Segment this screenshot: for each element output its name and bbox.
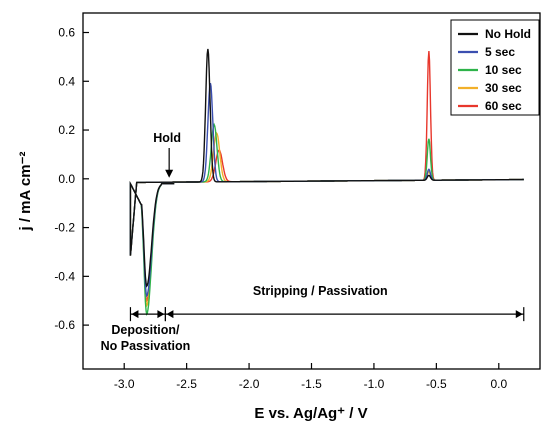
stripping-range-arrow-head-right xyxy=(515,310,523,319)
x-tick-label: 0.0 xyxy=(490,377,507,391)
x-tick-label: -2.0 xyxy=(239,377,260,391)
y-tick-label: 0.6 xyxy=(58,26,75,40)
legend-box xyxy=(450,19,540,116)
annotations: Hold Deposition/No Passivation Stripping /… xyxy=(101,131,525,353)
x-tick-label: -1.5 xyxy=(301,377,322,391)
y-tick-label: -0.2 xyxy=(54,221,75,235)
deposition-range-arrow-head-right xyxy=(157,310,165,319)
hold-label: Hold xyxy=(153,131,181,145)
legend-label: 10 sec xyxy=(485,63,522,77)
legend: No Hold 5 sec 10 sec 30 sec 60 sec xyxy=(450,19,540,116)
y-axis-title: j / mA cm⁻² xyxy=(17,151,34,231)
series-line-30-sec xyxy=(129,131,524,308)
deposition-label-line1: Deposition/ xyxy=(111,323,180,337)
deposition-label-line2: No Passivation xyxy=(101,339,191,353)
y-tick-label: 0.2 xyxy=(58,123,75,137)
y-tick-label: -0.6 xyxy=(54,318,75,332)
stripping-range-arrow-head-left xyxy=(166,310,174,319)
legend-label: 5 sec xyxy=(485,45,515,59)
legend-label: 30 sec xyxy=(485,81,522,95)
x-tick-label: -1.0 xyxy=(364,377,385,391)
y-tick-label: 0.0 xyxy=(58,172,75,186)
x-axis-title: E vs. Ag/Ag⁺ / V xyxy=(254,405,367,422)
x-tick-label: -0.5 xyxy=(426,377,447,391)
x-tick-label: -2.5 xyxy=(176,377,197,391)
series-line-no-hold xyxy=(129,48,524,288)
y-tick-label: -0.4 xyxy=(54,269,75,283)
y-tick-label: 0.4 xyxy=(58,74,75,88)
stripping-label: Stripping / Passivation xyxy=(253,284,388,298)
axis-ticks: -3.0 -2.5 -2.0 -1.5 -1.0 -0.5 0.0 -0.6 -0.4 -0.2 0… xyxy=(54,26,507,391)
legend-label: No Hold xyxy=(485,27,531,41)
deposition-range-arrow-head-left xyxy=(131,310,139,319)
hold-arrow-head xyxy=(165,169,174,178)
x-tick-label: -3.0 xyxy=(114,377,135,391)
legend-label: 60 sec xyxy=(485,99,522,113)
legend-entries: No Hold 5 sec 10 sec 30 sec 60 sec xyxy=(458,27,531,113)
series-lines xyxy=(129,48,524,317)
